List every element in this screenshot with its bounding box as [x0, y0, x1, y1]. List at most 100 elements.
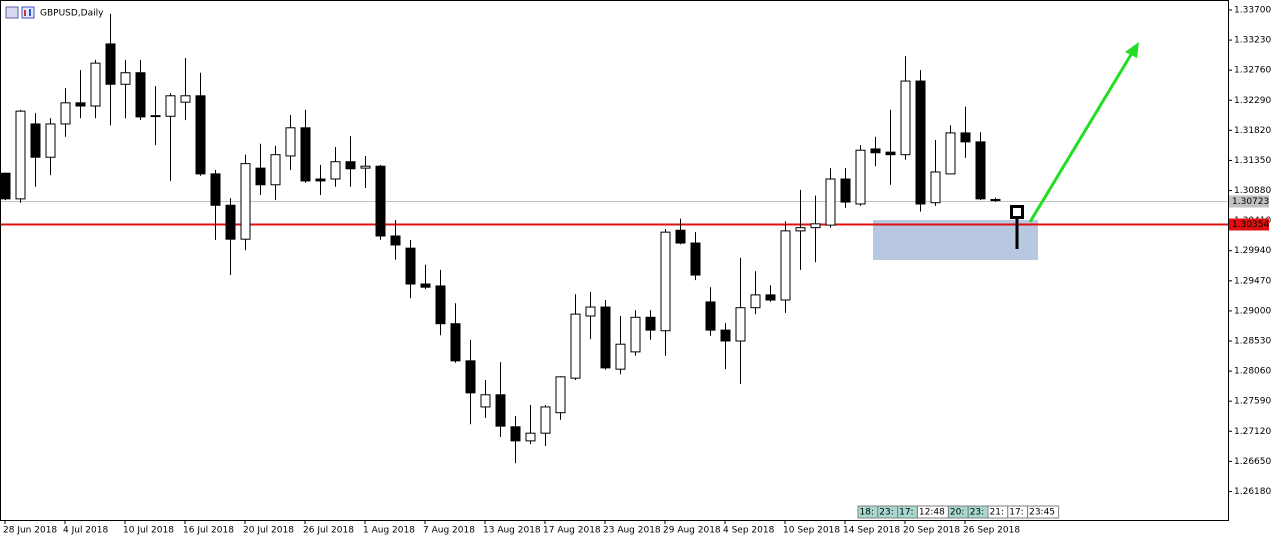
candle-body-down	[255, 167, 266, 186]
x-tick-label: 10 Jul 2018	[123, 526, 174, 536]
time-marker: 17:	[1009, 508, 1023, 518]
plot-area	[0, 13, 1228, 464]
candle-body-up	[900, 80, 911, 156]
x-tick-label: 26 Jul 2018	[303, 526, 354, 536]
candle-body-down	[315, 178, 326, 182]
candle-body-down	[75, 102, 86, 107]
candle-body-up	[15, 110, 26, 200]
candle-body-up	[660, 231, 671, 332]
candle-body-down	[225, 204, 236, 240]
x-tick-label: 10 Sep 2018	[783, 526, 840, 536]
candle-body-down	[405, 247, 416, 285]
time-marker-box	[1027, 505, 1060, 519]
y-tick-label: 1.31820	[1234, 126, 1271, 136]
candle-body-up	[570, 313, 581, 379]
x-tick-label: 29 Aug 2018	[663, 526, 721, 536]
y-tick-label: 1.26180	[1234, 487, 1271, 497]
candle-body-up	[270, 154, 281, 186]
candle-body-down	[705, 301, 716, 331]
candle-body-down	[0, 172, 11, 200]
x-tick-label: 23 Aug 2018	[603, 526, 661, 536]
candle-body-down	[690, 242, 701, 276]
candle-body-down	[195, 95, 206, 175]
time-marker: 23:	[879, 508, 893, 518]
candle-body-up	[945, 132, 956, 175]
x-tick-label: 28 Jun 2018	[3, 526, 57, 536]
x-tick-label: 4 Jul 2018	[63, 526, 108, 536]
time-marker: 18:	[860, 508, 874, 518]
price-label-box	[1229, 195, 1269, 208]
price-label: 1.30723	[1232, 197, 1269, 207]
candle-body-down	[375, 165, 386, 237]
time-marker: 17:	[899, 508, 913, 518]
candle-body-up	[180, 95, 191, 103]
plot-frame	[0, 0, 1229, 521]
candle-body-down	[105, 43, 116, 85]
price-label: 1.30354	[1232, 220, 1269, 230]
candle-body-down	[390, 235, 401, 246]
candle-body-up	[60, 102, 71, 125]
candle-body-down	[915, 80, 926, 205]
candle-body-down	[645, 316, 656, 331]
candle-body-down	[210, 173, 221, 206]
candle-body-down	[300, 127, 311, 182]
y-tick-label: 1.31350	[1234, 156, 1271, 166]
x-tick-label: 1 Aug 2018	[363, 526, 415, 536]
candle-body-up	[525, 432, 536, 442]
candle-body-up	[735, 307, 746, 342]
y-tick-label: 1.28530	[1234, 336, 1271, 346]
y-tick-label: 1.26650	[1234, 457, 1271, 467]
candle-body-up	[150, 115, 161, 118]
y-tick-label: 1.32290	[1234, 96, 1271, 106]
candle-body-down	[675, 229, 686, 244]
candle-body-down	[975, 141, 986, 200]
candle-body-up	[120, 72, 131, 85]
time-marker: 20:	[950, 508, 964, 518]
time-marker: 21:	[990, 508, 1004, 518]
candle-body-down	[870, 148, 881, 154]
candle-body-down	[495, 394, 506, 427]
x-tick-label: 26 Sep 2018	[963, 526, 1020, 536]
candle-body-down	[510, 426, 521, 442]
y-tick-label: 1.29940	[1234, 246, 1271, 256]
candle-body-down	[345, 161, 356, 170]
time-marker: 23:45	[1029, 508, 1055, 518]
candle-body-down	[435, 285, 446, 325]
candle-body-up	[330, 161, 341, 180]
candle-body-down	[960, 132, 971, 143]
candle-body-up	[780, 230, 791, 301]
target-arrow	[1028, 42, 1139, 223]
candle-body-up	[165, 95, 176, 117]
x-tick-label: 20 Jul 2018	[243, 526, 294, 536]
y-tick-label: 1.27120	[1234, 427, 1271, 437]
y-tick-label: 1.33700	[1234, 5, 1271, 15]
candle-body-up	[855, 149, 866, 205]
candle-body-up	[540, 406, 551, 434]
symbol-icon	[5, 6, 35, 19]
candle-body-down	[450, 323, 461, 362]
candle-body-up	[825, 178, 836, 226]
y-tick-label: 1.33230	[1234, 36, 1271, 46]
candle-body-up	[795, 227, 806, 232]
y-tick-label: 1.27590	[1234, 397, 1271, 407]
price-label-box	[1229, 218, 1269, 231]
candle-body-up	[615, 343, 626, 370]
y-tick-label: 1.30880	[1234, 186, 1271, 196]
candle-body-down	[600, 306, 611, 369]
candle-body-down	[840, 178, 851, 203]
y-tick-label: 1.32760	[1234, 66, 1271, 76]
candle-body-up	[810, 223, 821, 229]
candle-body-up	[90, 62, 101, 107]
candle-body-down	[135, 72, 146, 118]
support-zone	[873, 220, 1038, 260]
x-tick-label: 7 Aug 2018	[423, 526, 475, 536]
x-tick-label: 13 Aug 2018	[483, 526, 541, 536]
candle-body-up	[750, 294, 761, 309]
chart-title: GBPUSD,Daily	[40, 9, 104, 19]
candle-body-down	[990, 198, 1001, 202]
x-tick-label: 17 Aug 2018	[543, 526, 601, 536]
y-tick-label: 1.29470	[1234, 276, 1271, 286]
y-tick-label: 1.29000	[1234, 306, 1271, 316]
